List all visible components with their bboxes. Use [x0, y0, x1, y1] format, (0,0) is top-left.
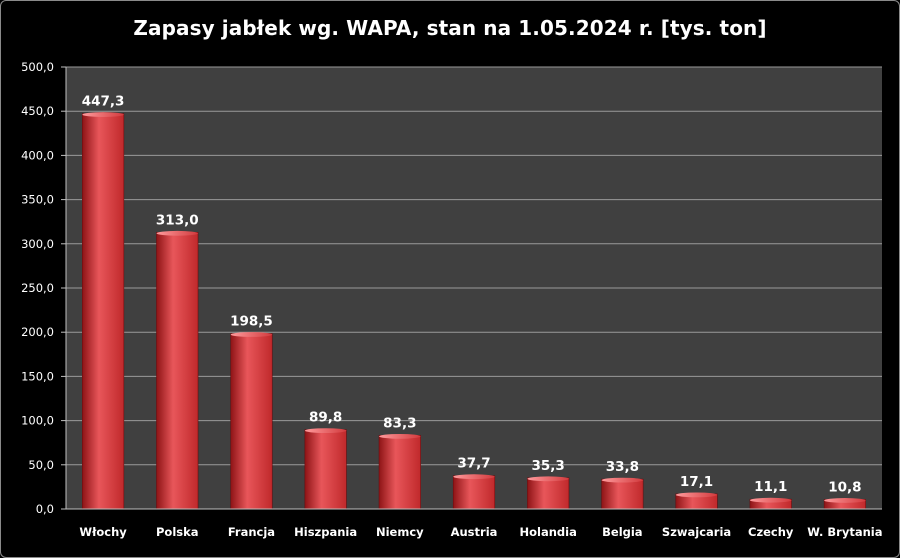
data-label: 313,0 — [156, 212, 199, 228]
chart-title: Zapasy jabłek wg. WAPA, stan na 1.05.202… — [133, 16, 767, 40]
y-tick-label: 200,0 — [21, 325, 54, 339]
data-label: 33,8 — [606, 459, 639, 475]
bar-cap — [156, 230, 199, 236]
bar — [156, 232, 199, 510]
y-tick-label: 300,0 — [21, 237, 54, 251]
bar — [452, 475, 496, 510]
bar — [230, 333, 273, 510]
data-label: 35,3 — [532, 458, 565, 474]
category-label: Hiszpania — [294, 525, 357, 539]
bar-cap — [601, 477, 644, 483]
y-tick-label: 400,0 — [21, 148, 54, 162]
category-label: Szwajcaria — [662, 525, 731, 539]
category-label: Polska — [156, 525, 199, 539]
y-tick-label: 350,0 — [21, 193, 54, 207]
category-label: Włochy — [79, 525, 127, 539]
y-tick-label: 250,0 — [21, 281, 54, 295]
y-tick-label: 50,0 — [28, 458, 54, 472]
bar-cap — [230, 332, 273, 337]
bar — [527, 477, 570, 510]
y-tick-label: 150,0 — [21, 369, 54, 383]
y-tick-label: 500,0 — [21, 60, 54, 74]
y-tick-label: 450,0 — [21, 104, 54, 118]
y-tick-label: 0,0 — [36, 502, 54, 516]
bar-cap — [453, 474, 495, 480]
bar-cap — [527, 476, 569, 482]
category-label: Austria — [451, 525, 498, 539]
data-label: 89,8 — [309, 410, 342, 426]
data-label: 447,3 — [82, 94, 125, 110]
data-label: 37,7 — [457, 456, 490, 472]
bar — [601, 478, 644, 510]
category-label: Francja — [228, 525, 275, 539]
bar-cap — [675, 492, 718, 498]
category-label: W. Brytania — [807, 525, 882, 539]
data-label: 83,3 — [383, 415, 416, 431]
bar — [304, 429, 347, 510]
data-label: 10,8 — [828, 479, 861, 495]
data-label: 17,1 — [680, 474, 713, 490]
bar-cap — [304, 428, 347, 434]
bar-cap — [379, 433, 421, 439]
bar-cap — [824, 498, 866, 503]
bar-cap — [82, 112, 124, 117]
category-label: Niemcy — [376, 525, 424, 539]
bar-cap — [749, 497, 792, 503]
bar — [82, 113, 125, 510]
bar — [378, 435, 421, 510]
y-tick-label: 100,0 — [21, 414, 54, 428]
data-label: 198,5 — [230, 314, 273, 330]
category-label: Holandia — [520, 525, 577, 539]
category-label: Belgia — [602, 525, 642, 539]
data-label: 11,1 — [754, 479, 787, 495]
category-label: Czechy — [748, 525, 794, 539]
